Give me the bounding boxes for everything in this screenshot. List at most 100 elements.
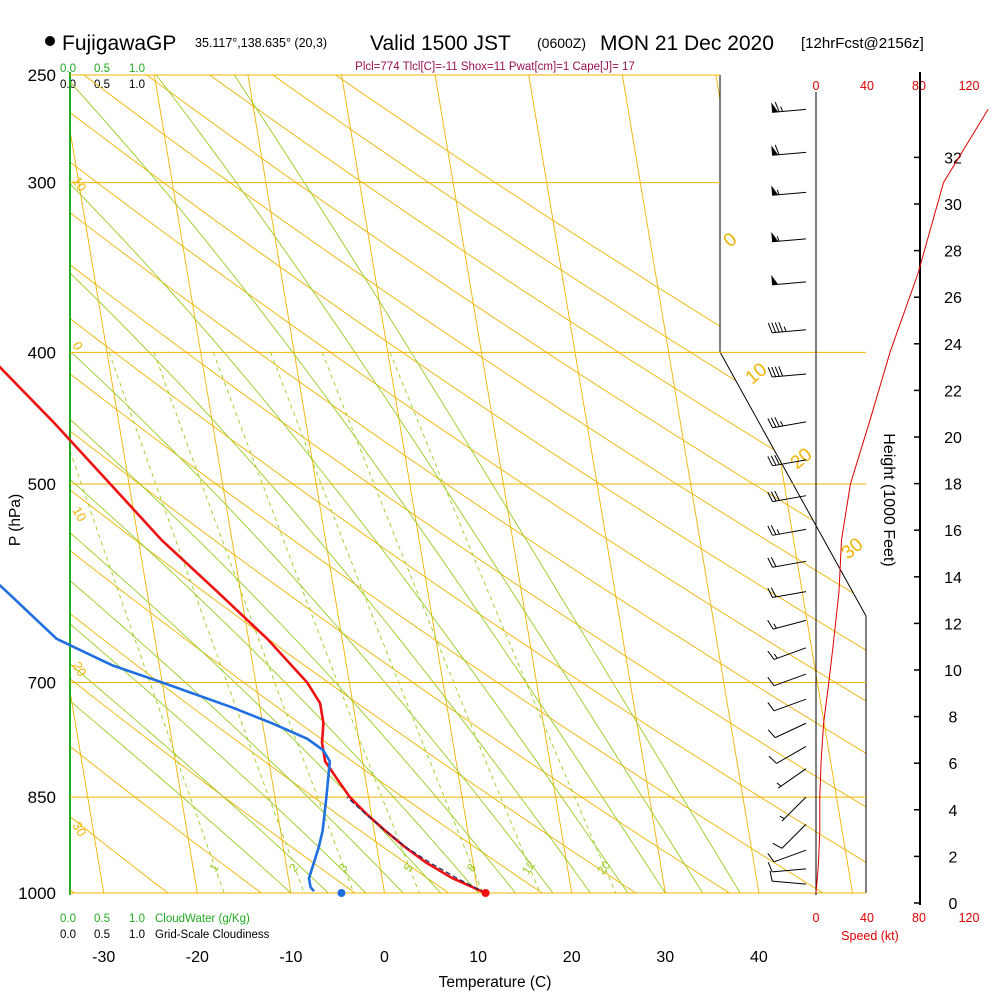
station-location: 35.117°,138.635° (20,3) [195, 36, 327, 50]
wind-barb [771, 274, 807, 286]
valid-time: Valid 1500 JST [370, 32, 511, 55]
y-axis-title: P (hPa) [7, 494, 24, 546]
cloud-scale-bottom: 0.0 0.5 1.0 CloudWater (g/Kg) 0.0 0.5 1.… [60, 913, 270, 941]
speed-tick-80-bottom: 80 [912, 911, 926, 925]
speed-tick-120-top: 120 [959, 79, 980, 93]
wind-barb [771, 144, 807, 156]
wind-barb [767, 490, 807, 503]
moist-adiabat [70, 74, 629, 894]
pressure-label-700: 700 [28, 674, 56, 693]
moist-adiabat [70, 74, 292, 894]
temperature-tick: -20 [186, 949, 209, 966]
height-tick-label: 26 [944, 290, 962, 307]
speed-tick-40-top: 40 [860, 79, 874, 93]
speed-tick-40-bottom: 40 [860, 911, 874, 925]
cloudiness-scale-05: 0.5 [94, 79, 110, 91]
dry-adiabat [70, 74, 866, 894]
cloudiness-scale-1-bottom: 1.0 [129, 929, 145, 941]
wind-barb [767, 698, 807, 712]
moist-adiabat [70, 74, 367, 894]
wind-barb [767, 416, 807, 429]
wind-barb [771, 101, 807, 113]
dry-adiabat [70, 74, 866, 894]
pressure-label-850: 850 [28, 788, 56, 807]
wind-barb [767, 849, 807, 863]
dry-adiabat [209, 74, 866, 894]
cloudwater-label: CloudWater (g/Kg) [155, 913, 250, 925]
x-axis-title: Temperature (C) [439, 974, 552, 991]
moist-adiabat [70, 74, 516, 894]
dry-adiabat [70, 74, 356, 894]
cloudwater-scale-0: 0.0 [60, 63, 76, 75]
parcel-trace [346, 796, 486, 894]
speed-scale-top: 0 40 80 120 [813, 79, 980, 93]
dry-adiabat [70, 74, 866, 894]
height-tick-label: 32 [944, 150, 962, 167]
wind-barb [767, 455, 807, 467]
temperature-tick: 20 [563, 949, 581, 966]
height-tick-label: 22 [944, 383, 962, 400]
dry-adiabat [70, 74, 730, 894]
dry-adiabat [335, 74, 866, 894]
cloudiness-label: Grid-Scale Cloudiness [155, 929, 270, 941]
height-tick-label: 4 [949, 803, 958, 820]
height-tick-label: 30 [944, 197, 962, 214]
cloudiness-scale-05-bottom: 0.5 [94, 929, 110, 941]
wind-barb [767, 647, 807, 660]
surface-dewpoint-marker [337, 889, 346, 897]
wind-barb [767, 587, 807, 598]
moist-adiabat [70, 74, 329, 894]
speed-tick-0-bottom: 0 [813, 911, 820, 925]
wind-barb [767, 861, 807, 873]
temperature-tick: 30 [656, 949, 674, 966]
speed-scale-bottom: 0 40 80 120 Speed (kt) [813, 911, 980, 943]
pressure-label-250: 250 [28, 66, 56, 85]
cloudwater-scale-05-bottom: 0.5 [94, 913, 110, 925]
dry-adiabat [70, 74, 543, 894]
cloudwater-scale-1-bottom: 1.0 [129, 913, 145, 925]
wind-barb [767, 321, 807, 334]
cloudiness-scale-0-bottom: 0.0 [60, 929, 76, 941]
height-tick-label: 16 [944, 523, 962, 540]
speed-axis-label: Speed (kt) [841, 929, 899, 943]
dry-adiabat [70, 74, 637, 894]
cloudwater-scale-05: 0.5 [94, 63, 110, 75]
grid-clip-region [70, 74, 866, 894]
station-name: FujigawaGP [62, 32, 176, 55]
height-tick-label: 14 [944, 570, 962, 587]
dry-adiabat-label: 30 [69, 819, 89, 839]
dry-adiabat-label: 20 [69, 659, 89, 679]
surface-temperature-marker [481, 889, 490, 897]
wind-barb [767, 366, 807, 378]
cloudiness-scale-0: 0.0 [60, 79, 76, 91]
dry-adiabat [70, 74, 262, 894]
height-tick-label: 6 [949, 756, 958, 773]
dry-adiabat [70, 74, 824, 894]
wind-barb [772, 823, 807, 849]
wind-barb [767, 557, 807, 568]
dry-adiabat-label: 10 [69, 504, 89, 524]
pressure-label-1000: 1000 [18, 884, 56, 903]
dry-adiabat [83, 74, 866, 894]
station-dot-icon [45, 36, 55, 46]
moist-adiabat [70, 74, 666, 894]
speed-tick-0-top: 0 [813, 79, 820, 93]
height-tick-label: 24 [944, 337, 962, 354]
moist-adiabat [155, 74, 704, 894]
wind-barb [767, 722, 807, 739]
sounding-traces [0, 109, 989, 897]
background-grid [69, 72, 921, 905]
wind-barb [776, 768, 807, 789]
temperature-tick: -10 [279, 949, 302, 966]
height-tick-label: 2 [949, 849, 958, 866]
wind-barb [768, 745, 807, 764]
wind-barb [779, 796, 807, 822]
cloud-scale-top: 0.0 0.5 1.0 0.0 0.5 1.0 [60, 63, 145, 91]
temperature-tick: 0 [380, 949, 389, 966]
valid-utc: (0600Z) [537, 35, 586, 51]
height-tick-label: 12 [944, 616, 962, 633]
speed-tick-120-bottom: 120 [959, 911, 980, 925]
moist-adiabat [70, 74, 591, 894]
wind-barb [767, 525, 807, 536]
